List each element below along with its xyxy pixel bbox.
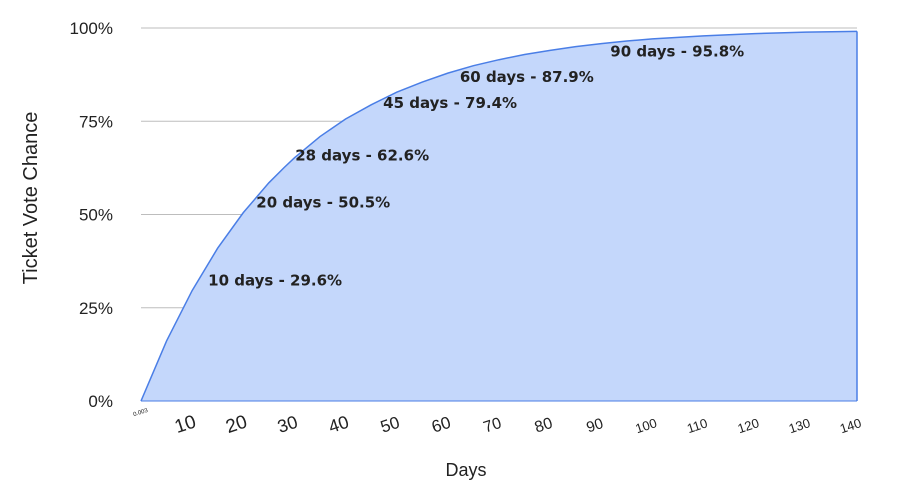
x-tick-label: 130: [787, 415, 812, 436]
series-line: [140, 30, 858, 402]
data-label: 45 days - 79.4%: [383, 94, 517, 112]
y-tick-label: 25%: [79, 299, 113, 318]
x-tick-label: 90: [584, 415, 605, 436]
x-tick-label: 40: [326, 412, 351, 437]
x-tick-label: 110: [685, 415, 709, 436]
y-tick-label: 50%: [79, 206, 113, 225]
x-tick-label: 140: [838, 415, 863, 436]
x-axis-title: Days: [445, 460, 486, 480]
x-tick-label: 30: [275, 412, 300, 437]
y-tick-label: 100%: [70, 19, 113, 38]
series-area: [141, 31, 857, 402]
data-label: 90 days - 95.8%: [610, 43, 744, 61]
data-annotations: 10 days - 29.6% 20 days - 50.5% 28 days - …: [208, 43, 744, 290]
y-tick-label: 0%: [88, 392, 113, 411]
x-tick-label: 120: [736, 415, 761, 436]
x-tick-label: 60: [429, 413, 453, 437]
x-tick-label: 80: [533, 415, 555, 437]
x-tick-label: 0.003: [133, 408, 150, 419]
x-tick-label: 100: [633, 415, 658, 436]
x-tick-label: 70: [482, 415, 504, 437]
plot-area: [140, 30, 858, 402]
x-tick-label: 20: [223, 412, 250, 439]
y-axis-title: Ticket Vote Chance: [20, 112, 42, 285]
x-tick-label: 50: [378, 413, 402, 437]
data-label: 10 days - 29.6%: [208, 272, 342, 290]
y-tick-label: 75%: [79, 112, 113, 131]
x-tick-label: 10: [172, 412, 199, 439]
x-axis-ticks: 0.003 10 20 30 40 50 60 70 80 90 100 110 120 130 140: [133, 408, 864, 438]
data-label: 20 days - 50.5%: [256, 194, 390, 212]
data-label: 28 days - 62.6%: [295, 147, 429, 165]
data-label: 60 days - 87.9%: [460, 68, 594, 86]
y-axis-ticks: 0% 25% 50% 75% 100%: [70, 19, 113, 411]
